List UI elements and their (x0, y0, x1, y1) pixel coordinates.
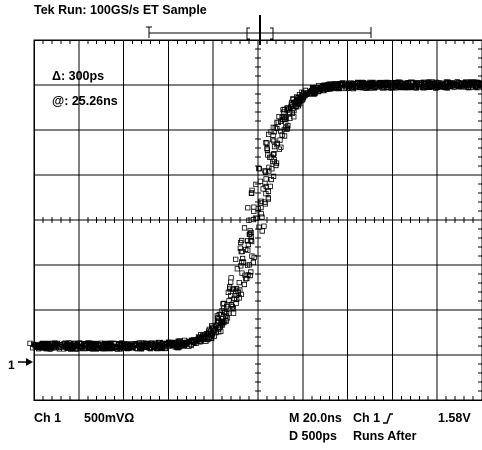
cursor-delta-readout: Δ: 300ps (52, 69, 105, 83)
acquisition-status: Tek Run: 100GS/s ET Sample (34, 3, 207, 17)
waveform-samples (27, 79, 482, 352)
trigger-source: Ch 1 (353, 411, 396, 425)
delayed-timebase: D 500ps (289, 429, 337, 443)
channel-scale: 500mVΩ (84, 411, 135, 425)
graticule-ticks (33, 39, 482, 401)
waveform-trace (27, 79, 482, 352)
trigger-mode: Runs After (353, 429, 417, 443)
ground-marker-arrow-icon (18, 358, 33, 366)
rising-edge-icon (383, 413, 394, 424)
channel-label: Ch 1 (34, 411, 62, 425)
main-timebase: M 20.0ns (289, 411, 342, 425)
channel-1-ground-marker[interactable]: 1 (8, 358, 15, 372)
trigger-level: 1.58V (438, 411, 471, 425)
trigger-source-label: Ch 1 (353, 411, 381, 425)
cursor-position-readout: @: 25.26ns (52, 94, 118, 108)
record-position-bar[interactable] (146, 15, 372, 45)
